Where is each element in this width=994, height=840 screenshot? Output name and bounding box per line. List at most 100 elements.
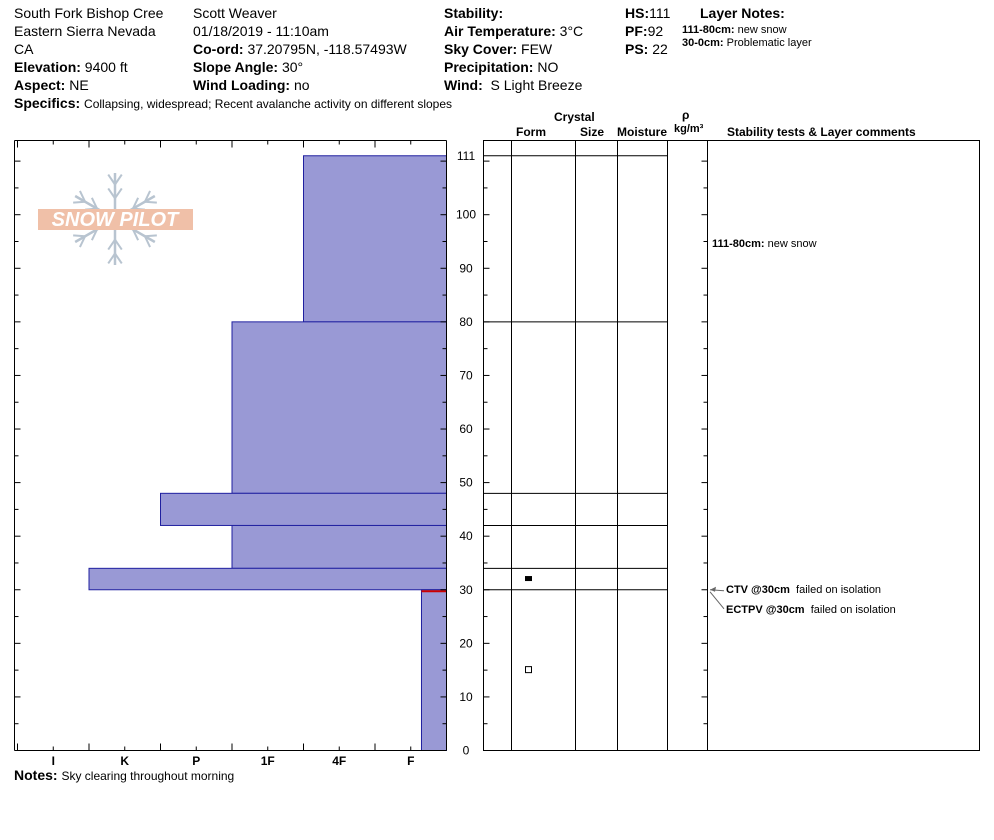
depth-label: 111 xyxy=(457,149,476,163)
stability-test-2-label: ECTPV @30cm xyxy=(726,604,805,616)
snowflake-branch xyxy=(143,190,151,203)
hardness-bar xyxy=(160,492,447,526)
hardness-bar xyxy=(231,524,447,569)
snowflake-branch xyxy=(107,187,116,199)
snowflake-branch xyxy=(90,197,98,210)
snow-pilot-logo: SNOW PILOT xyxy=(38,173,193,265)
layer-comment-range: 111-80cm: xyxy=(712,238,765,250)
ps: PS: 22 xyxy=(625,40,668,58)
stability-test-2-result: failed on isolation xyxy=(810,604,896,616)
layer-notes-title: Layer Notes: xyxy=(700,5,785,21)
slope-label: Slope Angle: xyxy=(193,59,279,75)
layer-comment: 111-80cm: new snow xyxy=(712,238,817,251)
wind-loading: Wind Loading: no xyxy=(193,76,310,94)
test-arrowhead xyxy=(710,586,716,592)
layer-note-1-range: 111-80cm: xyxy=(682,24,735,36)
hardness-label: F xyxy=(407,754,414,768)
elevation-value: 9400 ft xyxy=(84,59,128,75)
sky-label: Sky Cover: xyxy=(444,41,518,57)
depth-label: 60 xyxy=(459,422,473,436)
hardness-label: K xyxy=(120,754,129,768)
rho-header: ρ xyxy=(682,108,690,122)
hs-value: 111 xyxy=(649,5,671,21)
precip-label: Precipitation: xyxy=(444,59,534,75)
logo-text: SNOW PILOT xyxy=(52,209,180,231)
depth-label: 90 xyxy=(459,261,473,275)
wind-label: Wind: xyxy=(444,77,483,93)
hs-label: HS: xyxy=(625,5,650,21)
snowflake-branch xyxy=(143,235,151,248)
depth-label: 40 xyxy=(459,529,473,543)
snowflake-branch xyxy=(79,235,87,248)
pf: PF:92 xyxy=(625,22,663,40)
slope-value: 30° xyxy=(281,59,304,75)
sky-cover: Sky Cover: FEW xyxy=(444,40,552,58)
coord: Co-ord: 37.20795N, -118.57493W xyxy=(193,40,407,58)
coord-label: Co-ord: xyxy=(193,41,244,57)
datetime: 01/18/2019 - 11:10am xyxy=(193,23,329,39)
size-header: Size xyxy=(580,125,605,139)
form-symbol-filled xyxy=(525,576,532,582)
precip-value: NO xyxy=(537,59,559,75)
form-header: Form xyxy=(516,125,546,139)
depth-label: 20 xyxy=(459,636,473,650)
depth-label: 80 xyxy=(459,315,473,329)
notes: Notes: Sky clearing throughout morning xyxy=(14,766,234,784)
snowflake-branch xyxy=(114,187,123,199)
depth-label: 0 xyxy=(463,744,470,758)
precipitation: Precipitation: NO xyxy=(444,58,558,76)
hardness-bar xyxy=(88,567,447,591)
wind-loading-label: Wind Loading: xyxy=(193,77,291,93)
stability-test-1-result: failed on isolation xyxy=(796,584,882,596)
layer-note-2-text: Problematic layer xyxy=(726,37,812,49)
depth-label: 10 xyxy=(459,690,473,704)
depth-label: 50 xyxy=(459,476,473,490)
layer-note-2-range: 30-0cm: xyxy=(682,37,724,49)
layer-note-1: 111-80cm: new snow xyxy=(682,24,787,37)
snowflake-branch xyxy=(107,239,116,251)
stability-test-2: ECTPV @30cm failed on isolation xyxy=(726,604,896,617)
crystal-header: Crystal xyxy=(554,110,595,124)
wind-loading-value: no xyxy=(293,77,310,93)
hardness-label: I xyxy=(52,754,55,768)
hardness-bar xyxy=(231,321,447,494)
hardness-bar xyxy=(420,589,448,752)
form-symbol-open xyxy=(525,666,532,674)
snowflake-branch xyxy=(144,200,157,204)
layer-note-2: 30-0cm: Problematic layer xyxy=(682,37,812,50)
depth-label: 30 xyxy=(459,583,473,597)
snowflake-branch xyxy=(79,190,87,203)
ps-value: 22 xyxy=(652,41,668,57)
pf-value: 92 xyxy=(647,23,664,39)
snowflake-branch xyxy=(114,252,123,264)
snowflake-branch xyxy=(132,197,140,210)
air-temp-label: Air Temperature: xyxy=(444,23,556,39)
snowflake-branch xyxy=(107,252,116,264)
air-temperature: Air Temperature: 3°C xyxy=(444,22,583,40)
layer-note-1-text: new snow xyxy=(737,24,787,36)
stability-tests-header: Stability tests & Layer comments xyxy=(727,125,916,139)
snowflake-branch xyxy=(132,228,140,241)
notes-label: Notes: xyxy=(14,767,58,783)
snowflake-branch xyxy=(114,239,123,251)
test-arrow-2 xyxy=(709,591,725,610)
depth-label: 70 xyxy=(459,368,473,382)
logo-banner xyxy=(38,209,193,230)
elevation: Elevation: 9400 ft xyxy=(14,58,128,76)
profile-frame xyxy=(483,140,980,751)
specifics: Specifics: Collapsing, widespread; Recen… xyxy=(14,94,452,112)
pf-label: PF: xyxy=(625,23,648,39)
density-unit-header: kg/m³ xyxy=(674,123,704,135)
stability-label: Stability: xyxy=(444,5,504,21)
air-temp-value: 3°C xyxy=(559,23,584,39)
stability-test-1: CTV @30cm failed on isolation xyxy=(726,584,881,597)
location: South Fork Bishop Cree xyxy=(14,5,164,21)
coord-value: 37.20795N, -118.57493W xyxy=(247,41,407,57)
notes-value: Sky clearing throughout morning xyxy=(61,769,235,783)
hs: HS:111 xyxy=(625,4,670,22)
ps-label: PS: xyxy=(625,41,649,57)
snowflake-branch xyxy=(73,234,86,238)
elevation-label: Elevation: xyxy=(14,59,81,75)
layer-comment-text: new snow xyxy=(767,238,817,250)
slope-angle: Slope Angle: 30° xyxy=(193,58,303,76)
